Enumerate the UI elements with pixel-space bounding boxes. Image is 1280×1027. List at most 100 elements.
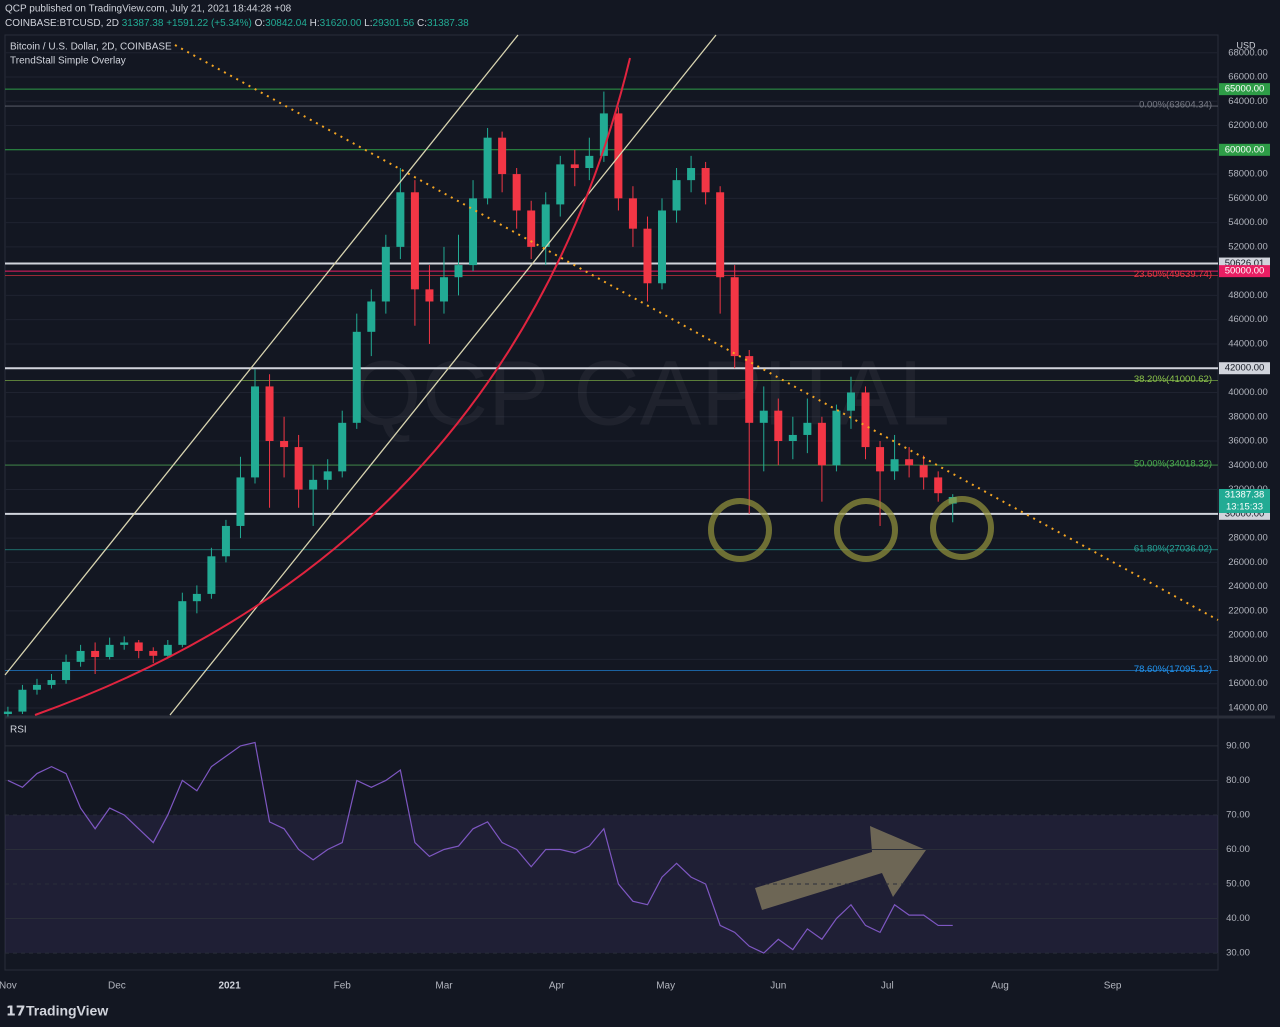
footer-logo: TradingView — [26, 1003, 108, 1019]
x-tick-label: Jul — [881, 981, 894, 992]
level-tag-label: 50000.00 — [1225, 266, 1265, 277]
y-tick-label: 66000.00 — [1228, 72, 1268, 83]
level-tag — [1219, 143, 1270, 156]
y-tick-label: 56000.00 — [1228, 193, 1268, 204]
price: 31387.38 — [122, 18, 164, 29]
candle-body — [498, 137, 507, 175]
candle-body — [265, 386, 274, 442]
candle-body — [91, 650, 100, 658]
candle-body — [323, 471, 332, 480]
candle-body — [396, 192, 405, 247]
candle-body — [251, 386, 260, 478]
level-tag-label: 42000.00 — [1225, 363, 1265, 374]
candle-body — [352, 331, 361, 423]
parabolic-curve — [34, 57, 631, 716]
level-tag-label: 65000.00 — [1225, 84, 1265, 95]
candle-body — [512, 174, 521, 211]
level-tag-label: 60000.00 — [1225, 144, 1265, 155]
level-tag — [1219, 83, 1270, 96]
candle-body — [425, 289, 434, 302]
candle-body — [134, 642, 143, 651]
arrow — [755, 826, 926, 910]
fib-label: 38.20%(41000.62) — [1134, 374, 1212, 385]
candle-body — [846, 392, 855, 411]
rsi-tick-label: 80.00 — [1226, 775, 1250, 786]
candle-body — [774, 410, 783, 442]
y-tick-label: 52000.00 — [1228, 241, 1268, 252]
candle-body — [149, 650, 158, 656]
fib-label: 0.00%(63604.34) — [1139, 100, 1212, 111]
x-tick-label: Nov — [0, 981, 17, 992]
candle-body — [280, 441, 289, 448]
currency: USD — [1236, 40, 1256, 50]
candle-body — [47, 680, 56, 685]
y-tick-label: 36000.00 — [1228, 436, 1268, 447]
candle-body — [18, 689, 27, 712]
logo-mark: 𝟭𝟳 — [6, 1003, 25, 1019]
y-tick-label: 68000.00 — [1228, 47, 1268, 58]
candle-body — [32, 684, 41, 690]
fib-label: 78.60%(17095.12) — [1134, 664, 1212, 675]
y-tick-label: 44000.00 — [1228, 338, 1268, 349]
candle-body — [367, 301, 376, 332]
y-tick-label: 54000.00 — [1228, 217, 1268, 228]
candle-body — [163, 644, 172, 656]
circle — [930, 496, 994, 560]
circle — [708, 498, 772, 562]
rsi-line — [7, 741, 953, 954]
candle-body — [628, 198, 637, 229]
symbol-line: COINBASE:BTCUSD, 2D 31387.38 +1591.22 (+… — [5, 18, 469, 29]
candle-body — [62, 661, 71, 681]
candles — [3, 91, 957, 717]
level-tag — [1219, 362, 1270, 375]
levels: 0.00%(63604.34) 23.60%(49639.74) 38.20%(41… — [5, 88, 1218, 675]
fib-label: 50.00%(34018.32) — [1134, 459, 1212, 470]
y-tick-label: 48000.00 — [1228, 290, 1268, 301]
x-tick-label: Aug — [991, 981, 1009, 992]
candle-body — [221, 525, 230, 557]
y-tick-label: 38000.00 — [1228, 411, 1268, 422]
l-value: 29301.56 — [373, 18, 415, 29]
candle-body — [658, 210, 667, 284]
y-tick-label: 40000.00 — [1228, 387, 1268, 398]
rsi-tick-label: 90.00 — [1226, 740, 1250, 751]
rsi-pane — [5, 741, 1218, 954]
candle-body — [76, 650, 85, 662]
candle-body — [759, 410, 768, 423]
candle-body — [483, 137, 492, 199]
countdown: 13:15:33 — [1226, 502, 1263, 513]
published: QCP published on TradingView.com, July 2… — [5, 4, 292, 15]
rsi-tick-label: 50.00 — [1226, 879, 1250, 890]
change: +1591.22 (+5.34%) — [166, 18, 252, 29]
candle-body — [599, 113, 608, 156]
level-tag-label: 50626.01 — [1225, 258, 1265, 269]
y-tick-label: 58000.00 — [1228, 169, 1268, 180]
rsi-tick-label: 30.00 — [1226, 948, 1250, 959]
candle-body — [803, 422, 812, 435]
x-tick-label: Mar — [435, 981, 453, 992]
candle-body — [745, 356, 754, 423]
c-value: 31387.38 — [427, 18, 469, 29]
y-tick-label: 46000.00 — [1228, 314, 1268, 325]
x-tick-label: Sep — [1104, 981, 1122, 992]
y-tick-label: 20000.00 — [1228, 630, 1268, 641]
candle-body — [381, 246, 390, 302]
candle-body — [236, 477, 245, 526]
candle-body — [207, 556, 216, 594]
last-price-label: 31387.38 — [1225, 490, 1265, 501]
axes: Nov Dec 2021 Feb Mar Apr May Jun Jul Aug Sep 14000.… — [0, 47, 1270, 992]
drawings — [4, 34, 1219, 910]
candle-body — [934, 477, 943, 494]
y-tick-label: 24000.00 — [1228, 581, 1268, 592]
h-label: H: — [310, 18, 320, 29]
chart-title: Bitcoin / U.S. Dollar, 2D, COINBASE — [10, 42, 172, 53]
o-label: O: — [255, 18, 266, 29]
y-tick-label: 34000.00 — [1228, 460, 1268, 471]
x-tick-label: Apr — [549, 981, 565, 992]
y-tick-label: 22000.00 — [1228, 605, 1268, 616]
candle-body — [687, 168, 696, 181]
last-price-tag — [1219, 488, 1270, 513]
candle-body — [919, 465, 928, 478]
